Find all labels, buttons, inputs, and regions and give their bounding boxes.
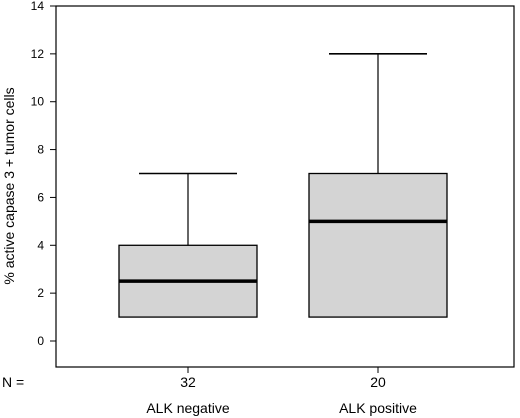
n-value-label: 32 [180,374,196,390]
box-group [308,53,448,318]
interquartile-box [308,172,448,318]
n-value-label: 20 [370,374,386,390]
y-tick-label: 2 [37,286,44,300]
box-series [118,53,448,318]
category-label: ALK positive [339,400,417,416]
y-axis: 0 2 4 6 8 10 12 14 [31,0,56,348]
plot-frame [55,5,515,368]
y-tick-label: 14 [31,0,45,13]
box-group [118,172,258,318]
y-tick-label: 0 [37,334,44,348]
y-tick-label: 4 [37,238,44,252]
n-prefix-label: N = [2,374,24,390]
category-label: ALK negative [146,400,229,416]
y-tick-label: 8 [37,143,44,157]
y-axis-label: % active capase 3 + tumor cells [1,87,17,284]
y-tick-label: 10 [31,95,45,109]
y-tick-label: 6 [37,190,44,204]
x-axis-labels: 32 ALK negative 20 ALK positive [146,367,417,416]
y-tick-label: 12 [31,47,45,61]
